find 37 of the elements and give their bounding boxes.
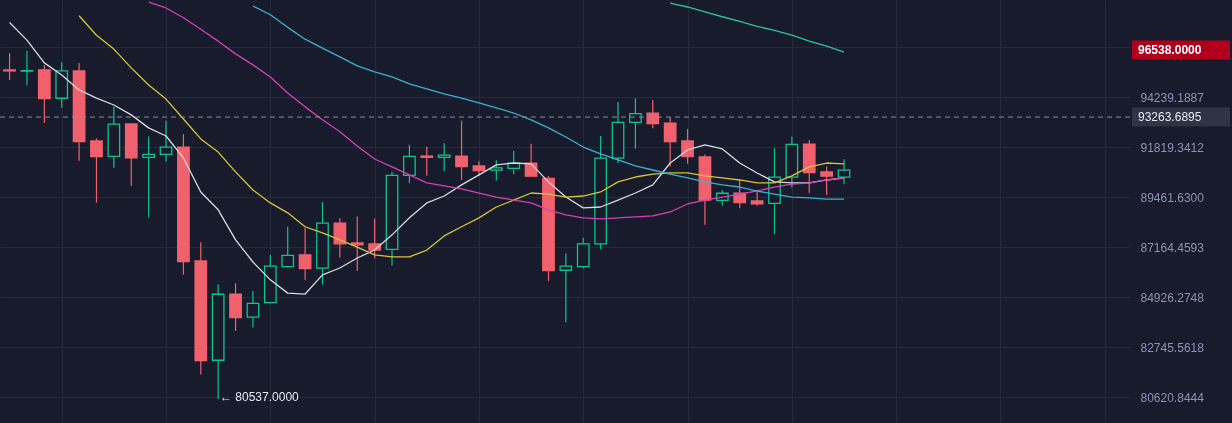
candlestick — [489, 159, 503, 182]
line-series — [252, 5, 845, 200]
candlestick — [559, 252, 573, 323]
candlestick — [750, 189, 764, 207]
line-series — [669, 2, 845, 53]
candlestick — [455, 120, 468, 181]
candlestick — [350, 215, 364, 272]
y-tick-label: 94239.1887 — [1140, 90, 1205, 105]
candlestick — [820, 166, 834, 196]
y-tick-label: 82745.5618 — [1140, 340, 1205, 355]
candlestick — [298, 227, 312, 281]
y-tick-label: 91819.3412 — [1140, 140, 1205, 155]
candlestick — [142, 136, 156, 219]
text: 96538.0000 — [1138, 43, 1202, 57]
candlestick — [837, 158, 851, 185]
y-tick-label: 89461.6300 — [1140, 190, 1205, 205]
candlestick — [403, 144, 416, 184]
y-tick-label: 80620.8444 — [1140, 390, 1205, 405]
candlestick — [90, 137, 103, 204]
candlestick — [663, 116, 677, 168]
candlestick — [420, 146, 434, 177]
candlestick — [281, 226, 295, 269]
annotation: ← 80537.0000 — [220, 390, 300, 404]
candlestick — [229, 282, 242, 332]
candlestick — [437, 142, 451, 172]
candlestick — [20, 50, 34, 86]
candlestick — [159, 120, 173, 163]
line-series — [78, 15, 845, 258]
candlestick — [3, 52, 16, 81]
candlestick — [368, 217, 382, 259]
y-tick-label: 87164.4593 — [1140, 240, 1205, 255]
candlestick — [246, 290, 260, 329]
candlestick — [681, 128, 694, 165]
candlestick — [576, 237, 590, 269]
candlestick — [333, 217, 347, 259]
ref-line-label: 93263.6895 — [1138, 110, 1202, 125]
y-tick-label: 84926.2748 — [1140, 290, 1205, 305]
